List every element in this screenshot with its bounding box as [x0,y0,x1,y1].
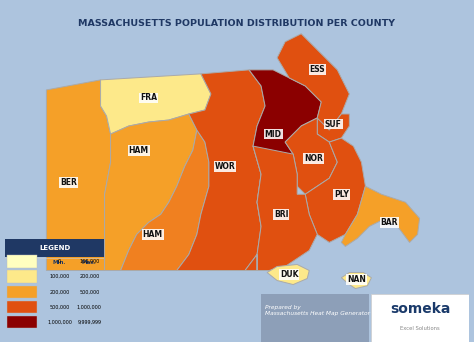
Polygon shape [317,114,349,142]
Text: MID: MID [264,130,282,139]
Text: Color: Color [15,260,31,265]
Text: SUF: SUF [325,120,342,129]
Text: HAM: HAM [143,230,163,239]
Text: ESS: ESS [310,65,325,74]
Text: BAR: BAR [381,218,398,227]
Text: 9,999,999: 9,999,999 [77,320,101,325]
Text: Prepared by
Massachusetts Heat Map Generator: Prepared by Massachusetts Heat Map Gener… [265,305,370,316]
Polygon shape [249,70,321,226]
Text: Excel Solutions: Excel Solutions [401,326,440,331]
Bar [5,239,104,257]
Text: BER: BER [60,178,77,187]
Text: DUK: DUK [280,270,299,279]
Polygon shape [285,118,337,194]
Text: 0: 0 [58,259,61,264]
Text: 200,000: 200,000 [49,289,70,294]
Polygon shape [305,138,365,242]
Text: 100,000: 100,000 [79,259,100,264]
Text: someka: someka [390,302,450,316]
Text: Min.: Min. [53,260,66,265]
Text: PLY: PLY [334,190,349,199]
Polygon shape [341,186,419,247]
Text: 500,000: 500,000 [49,304,70,310]
Text: 500,000: 500,000 [79,289,100,294]
Polygon shape [267,264,309,285]
Polygon shape [105,130,209,271]
Bar [7,271,36,283]
Text: BRI: BRI [274,210,288,219]
Polygon shape [177,70,265,271]
Text: 1,000,000: 1,000,000 [47,320,72,325]
Bar [371,294,469,342]
Text: WOR: WOR [215,162,235,171]
Text: MASSACHUSETTS POPULATION DISTRIBUTION PER COUNTY: MASSACHUSETTS POPULATION DISTRIBUTION PE… [79,19,395,28]
Text: HAM: HAM [128,146,149,155]
Polygon shape [341,273,372,289]
Bar [7,301,36,313]
Polygon shape [277,34,349,134]
Polygon shape [46,80,110,271]
Text: 100,000: 100,000 [49,274,70,279]
Polygon shape [105,114,197,271]
Text: Max.: Max. [82,260,97,265]
Text: 1,000,000: 1,000,000 [77,304,102,310]
Bar [7,255,36,267]
Polygon shape [100,74,211,134]
Text: 200,000: 200,000 [79,274,100,279]
Bar [7,286,36,298]
Bar [7,316,36,328]
Text: NOR: NOR [304,154,323,163]
Text: NAN: NAN [347,275,366,284]
Text: FRA: FRA [140,93,157,103]
Polygon shape [245,146,317,271]
Text: LEGEND: LEGEND [39,245,70,251]
Bar [261,294,369,342]
